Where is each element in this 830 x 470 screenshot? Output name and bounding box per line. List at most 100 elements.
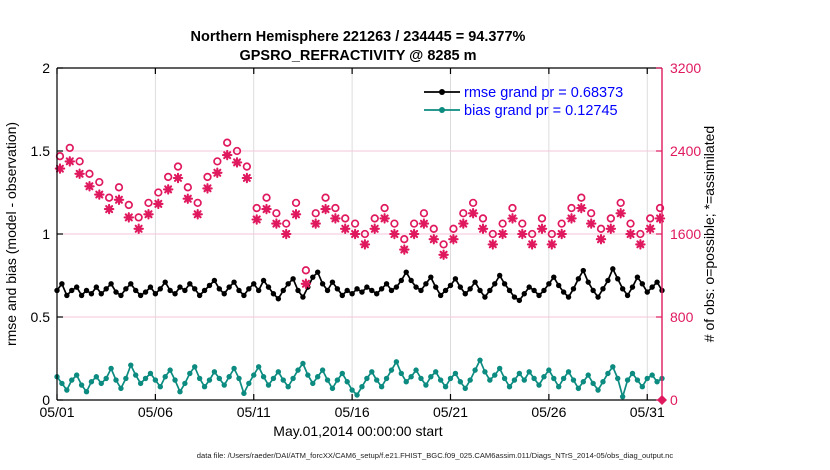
- dot-marker: [290, 375, 296, 382]
- possible-circle-marker: [449, 224, 458, 233]
- dot-marker: [113, 289, 119, 295]
- dot-marker: [472, 279, 478, 285]
- assimilated-asterisk-marker: [546, 239, 558, 250]
- dot-marker: [187, 370, 193, 377]
- dot-marker: [349, 387, 355, 393]
- dot-marker: [329, 279, 336, 285]
- dot-marker: [177, 389, 183, 395]
- dot-marker: [467, 377, 473, 383]
- dot-marker: [152, 291, 159, 297]
- possible-circle-marker: [646, 214, 655, 223]
- possible-circle-marker: [439, 240, 448, 249]
- assimilated-asterisk-marker: [212, 167, 223, 179]
- dot-marker: [344, 287, 350, 294]
- assimilated-asterisk-marker: [310, 218, 321, 229]
- dot-marker: [295, 287, 301, 294]
- data-file-path: data file: /Users/raeder/DAI/ATM_forcXX/…: [197, 451, 674, 460]
- y-left-tick-label: 2: [42, 60, 50, 76]
- assimilated-asterisk-marker: [428, 233, 440, 245]
- dot-marker: [182, 287, 188, 294]
- dot-marker: [314, 374, 321, 380]
- dot-marker: [211, 369, 218, 375]
- dot-marker: [221, 291, 227, 297]
- assimilated-asterisk-marker: [133, 223, 144, 235]
- dot-marker: [334, 377, 341, 383]
- dot-marker: [615, 375, 621, 382]
- dot-marker: [260, 277, 267, 284]
- dot-marker: [324, 287, 331, 294]
- possible-circle-marker: [587, 209, 596, 218]
- dot-marker: [634, 377, 641, 383]
- assimilated-asterisk-marker: [221, 149, 233, 161]
- assimilated-asterisk-marker: [507, 213, 518, 224]
- dot-marker: [408, 374, 414, 380]
- dot-marker: [226, 284, 232, 290]
- dot-marker: [595, 387, 601, 393]
- legend-rmse-label: rmse grand pr = 0.68373: [464, 85, 623, 101]
- dot-marker: [103, 375, 109, 382]
- assimilated-asterisk-marker: [448, 233, 459, 245]
- assimilated-asterisk-marker: [241, 172, 253, 184]
- possible-circle-marker: [75, 157, 84, 166]
- chart-title-line1: Northern Hemisphere 221263 / 234445 = 94…: [191, 29, 526, 45]
- y-left-tick-label: 0: [42, 392, 50, 408]
- dot-marker: [270, 291, 277, 297]
- dot-marker: [226, 374, 232, 380]
- assimilated-asterisk-marker: [103, 203, 115, 215]
- dot-marker: [280, 287, 286, 294]
- dot-marker: [575, 385, 582, 392]
- dot-marker: [142, 375, 149, 382]
- dot-marker: [619, 286, 626, 292]
- possible-circle-marker: [459, 209, 468, 218]
- dot-marker: [364, 284, 370, 290]
- dot-marker: [128, 362, 134, 368]
- dot-marker: [546, 367, 552, 373]
- dot-marker: [137, 380, 144, 387]
- possible-circle-marker: [419, 209, 429, 218]
- assimilated-asterisk-marker: [231, 157, 243, 168]
- dot-marker: [521, 377, 527, 383]
- dot-marker: [236, 375, 242, 382]
- assimilated-asterisk-marker: [536, 223, 548, 235]
- possible-circle-marker: [104, 193, 114, 202]
- assimilated-asterisk-marker: [644, 223, 656, 235]
- dot-marker: [585, 372, 591, 378]
- possible-circle-marker: [203, 172, 212, 182]
- dot-marker: [654, 279, 660, 285]
- assimilated-asterisk-marker: [113, 194, 125, 206]
- dot-marker: [501, 281, 508, 287]
- assimilated-asterisk-marker: [438, 249, 449, 260]
- plot-series: [54, 138, 666, 400]
- assimilated-asterisk-marker: [458, 218, 469, 229]
- dot-marker: [354, 286, 360, 292]
- dot-marker: [418, 287, 424, 294]
- dot-marker: [314, 269, 321, 275]
- possible-circle-marker: [547, 229, 556, 239]
- x-axis-label: May.01,2014 00:00:00 start: [273, 423, 443, 439]
- dot-marker: [560, 289, 567, 295]
- dot-marker: [462, 291, 468, 297]
- dot-marker: [600, 286, 606, 292]
- possible-circle-marker: [154, 188, 163, 197]
- y-left-tick-label: 1.5: [31, 143, 51, 159]
- dot-marker: [142, 289, 149, 295]
- dot-marker: [123, 286, 129, 292]
- dot-marker: [64, 292, 70, 299]
- assimilated-asterisk-marker: [280, 228, 292, 240]
- dot-marker: [570, 286, 577, 292]
- dot-marker: [192, 364, 198, 370]
- dot-marker: [610, 266, 616, 272]
- possible-circle-marker: [311, 209, 320, 218]
- dot-marker: [482, 369, 488, 375]
- dot-marker: [364, 375, 370, 382]
- dot-marker: [452, 276, 459, 282]
- dot-marker: [113, 377, 119, 383]
- dot-marker: [521, 291, 527, 297]
- y-left-tick-label: 1: [42, 226, 50, 242]
- assimilated-asterisk-marker: [497, 228, 508, 240]
- possible-circle-marker: [262, 193, 271, 202]
- dot-marker: [496, 272, 503, 279]
- assimilated-asterisk-marker: [64, 156, 76, 167]
- dot-marker: [69, 377, 75, 383]
- dot-marker: [403, 269, 409, 275]
